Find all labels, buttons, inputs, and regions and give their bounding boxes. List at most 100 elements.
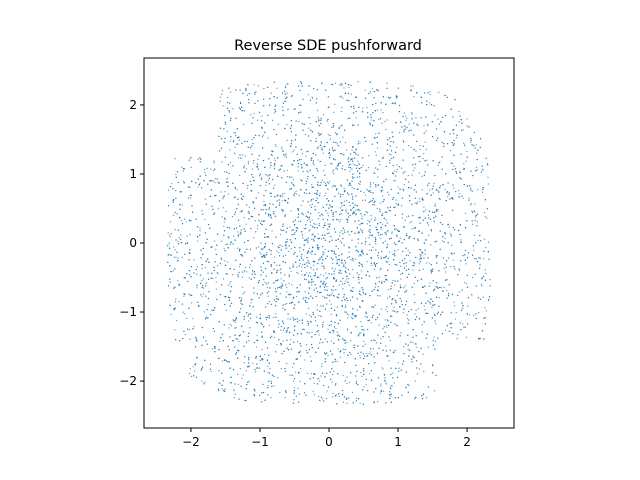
scatter-point	[271, 335, 273, 338]
scatter-point	[235, 89, 237, 91]
scatter-point	[374, 217, 376, 219]
scatter-point	[413, 189, 416, 191]
scatter-point	[350, 353, 352, 356]
scatter-point	[390, 373, 392, 376]
scatter-point	[284, 155, 286, 157]
scatter-point	[401, 197, 404, 199]
scatter-point	[174, 301, 177, 303]
scatter-point	[375, 89, 378, 91]
scatter-point	[241, 198, 243, 201]
scatter-point	[290, 270, 292, 273]
scatter-point	[317, 347, 319, 349]
scatter-point	[281, 284, 284, 286]
scatter-point	[211, 205, 213, 207]
scatter-point	[417, 238, 419, 240]
scatter-point	[458, 269, 461, 272]
scatter-point	[404, 285, 406, 287]
scatter-point	[285, 84, 287, 86]
scatter-point	[324, 272, 327, 274]
scatter-point	[372, 203, 374, 206]
scatter-point	[276, 298, 278, 300]
scatter-point	[421, 324, 424, 326]
chart-title: Reverse SDE pushforward	[234, 38, 422, 54]
scatter-point	[327, 250, 330, 252]
scatter-point	[252, 117, 254, 119]
scatter-point	[433, 182, 435, 185]
scatter-point	[294, 304, 296, 306]
scatter-point	[348, 314, 350, 316]
scatter-point	[387, 320, 389, 322]
scatter-point	[312, 162, 314, 164]
scatter-point	[404, 219, 406, 221]
scatter-point	[394, 170, 396, 172]
scatter-point	[311, 96, 313, 98]
scatter-point	[323, 267, 325, 269]
scatter-point	[326, 232, 329, 235]
scatter-point	[237, 157, 240, 159]
scatter-point	[415, 150, 417, 152]
scatter-point	[279, 391, 281, 394]
scatter-point	[239, 368, 241, 370]
scatter-point	[359, 142, 361, 144]
scatter-point	[207, 272, 209, 274]
scatter-point	[388, 336, 390, 338]
scatter-point	[360, 321, 362, 323]
scatter-point	[179, 238, 182, 241]
scatter-point	[241, 377, 243, 380]
scatter-point	[439, 221, 442, 224]
scatter-point	[308, 348, 311, 351]
scatter-point	[406, 234, 408, 237]
scatter-point	[352, 259, 354, 261]
scatter-point	[234, 132, 237, 134]
scatter-point	[449, 149, 452, 152]
scatter-point	[471, 220, 473, 222]
scatter-point	[259, 359, 262, 362]
scatter-point	[220, 191, 222, 193]
scatter-point	[323, 169, 325, 172]
scatter-point	[269, 367, 271, 370]
scatter-point	[423, 305, 425, 307]
scatter-point	[434, 241, 436, 243]
scatter-point	[236, 373, 239, 375]
scatter-point	[397, 186, 399, 188]
scatter-point	[323, 352, 326, 354]
scatter-point	[292, 263, 294, 265]
scatter-point	[408, 319, 410, 321]
scatter-point	[263, 254, 265, 256]
scatter-point	[234, 146, 236, 148]
scatter-point	[395, 203, 397, 205]
scatter-point	[423, 206, 425, 208]
scatter-point	[298, 220, 300, 223]
scatter-point	[312, 311, 314, 314]
scatter-point	[286, 92, 288, 94]
scatter-point	[346, 402, 348, 404]
scatter-point	[239, 225, 241, 227]
scatter-point	[318, 185, 320, 187]
scatter-point	[361, 222, 364, 224]
scatter-point	[181, 222, 184, 225]
scatter-point	[414, 380, 416, 382]
scatter-point	[238, 271, 240, 274]
scatter-point	[275, 145, 277, 148]
scatter-point	[344, 271, 347, 273]
scatter-point	[471, 144, 473, 146]
scatter-point	[412, 214, 414, 217]
scatter-point	[399, 284, 401, 286]
scatter-point	[174, 307, 176, 309]
scatter-point	[343, 187, 345, 190]
scatter-point	[335, 394, 338, 396]
scatter-point	[477, 188, 479, 191]
scatter-point	[374, 265, 377, 267]
scatter-point	[324, 222, 326, 224]
scatter-point	[256, 228, 259, 230]
scatter-point	[225, 272, 227, 275]
scatter-point	[281, 148, 283, 150]
scatter-point	[429, 301, 431, 304]
scatter-point	[261, 331, 263, 333]
scatter-point	[424, 209, 427, 211]
scatter-point	[433, 220, 435, 223]
scatter-point	[417, 155, 419, 158]
scatter-point	[251, 173, 253, 176]
scatter-point	[237, 274, 239, 276]
scatter-point	[482, 258, 485, 260]
